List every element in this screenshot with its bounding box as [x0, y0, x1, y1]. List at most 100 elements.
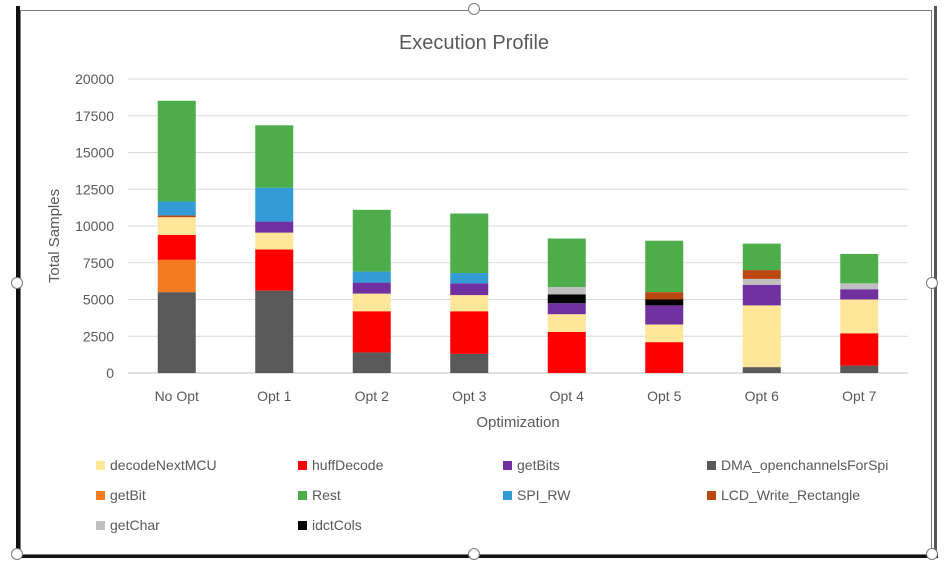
resize-handle-right[interactable] — [926, 277, 938, 289]
x-tick-label: Opt 2 — [355, 388, 389, 404]
x-tick-labels: No Opt Opt 1 Opt 2 Opt 3 Opt 4 Opt 5 Opt 6 Opt … — [155, 388, 877, 404]
legend-swatch — [96, 491, 105, 500]
chart-area[interactable]: Execution Profile 0 2500 5000 7500 10000 1250… — [20, 10, 932, 555]
gridlines — [128, 78, 908, 374]
legend-label: getBits — [517, 457, 560, 473]
bar-segment-dma-openchannelsforspi — [450, 353, 489, 373]
bar-segment-decodenextmcu — [352, 293, 391, 312]
bar-segment-spi-rw — [255, 187, 294, 222]
bar-segment-getbits — [645, 305, 684, 325]
y-tick-label: 7500 — [83, 255, 114, 271]
resize-handle-bottom-right[interactable] — [926, 548, 938, 560]
bar-segment-lcd-write-rectangle — [157, 215, 196, 218]
bar-segment-decodenextmcu — [255, 232, 294, 250]
bar-segment-idctcols — [547, 294, 586, 304]
bars — [157, 100, 879, 373]
bar-segment-huffdecode — [352, 311, 391, 353]
resize-handle-top[interactable] — [468, 3, 480, 15]
bar-segment-huffdecode — [547, 331, 586, 373]
bar-segment-lcd-write-rectangle — [742, 270, 781, 279]
legend-label: getChar — [110, 517, 160, 533]
bar-segment-dma-openchannelsforspi — [157, 292, 196, 373]
legend-label: idctCols — [312, 517, 362, 533]
bar-segment-getbits — [450, 283, 489, 296]
y-tick-label: 10000 — [75, 218, 114, 234]
y-tick-label: 5000 — [83, 292, 114, 308]
legend-label: Rest — [312, 487, 341, 503]
bar-segment-getbit — [157, 259, 196, 293]
bar-segment-getchar — [547, 287, 586, 295]
bar-segment-huffdecode — [645, 342, 684, 373]
bar-segment-decodenextmcu — [645, 324, 684, 343]
y-tick-label: 0 — [106, 365, 114, 381]
legend-swatch — [707, 461, 716, 470]
x-tick-label: Opt 5 — [647, 388, 681, 404]
bar-segment-dma-openchannelsforspi — [352, 352, 391, 373]
bar-segment-lcd-write-rectangle — [645, 292, 684, 300]
y-tick-label: 20000 — [75, 71, 114, 87]
bar-segment-spi-rw — [352, 271, 391, 283]
bar-segment-decodenextmcu — [157, 217, 196, 235]
x-tick-label: Opt 6 — [745, 388, 779, 404]
bar-segment-spi-rw — [157, 201, 196, 216]
y-tick-labels: 0 2500 5000 7500 10000 12500 15000 17500 20000 — [75, 71, 114, 381]
bar-segment-getbits — [547, 303, 586, 315]
x-tick-label: Opt 1 — [257, 388, 291, 404]
legend-swatch — [707, 491, 716, 500]
bar-segment-getbits — [742, 284, 781, 306]
x-tick-label: Opt 4 — [550, 388, 584, 404]
y-tick-label: 12500 — [75, 181, 114, 197]
bar-segment-dma-openchannelsforspi — [840, 365, 879, 373]
chart-svg: Execution Profile 0 2500 5000 7500 10000 1250… — [46, 32, 908, 533]
bar-segment-rest — [352, 209, 391, 272]
bar-segment-rest — [742, 243, 781, 271]
bar-segment-decodenextmcu — [742, 305, 781, 368]
resize-handle-bottom[interactable] — [468, 548, 480, 560]
legend-label: LCD_Write_Rectangle — [721, 487, 860, 503]
legend-swatch — [298, 521, 307, 530]
bar-segment-rest — [840, 253, 879, 284]
bar-segment-decodenextmcu — [450, 295, 489, 312]
legend-swatch — [298, 461, 307, 470]
bar-segment-getchar — [840, 283, 879, 290]
bar-segment-getbits — [840, 289, 879, 300]
legend-swatch — [96, 521, 105, 530]
bar-segment-getbits — [352, 282, 391, 294]
bar-segment-idctcols — [645, 299, 684, 306]
x-tick-label: Opt 7 — [842, 388, 876, 404]
bar-segment-huffdecode — [157, 234, 196, 260]
legend-label: getBit — [110, 487, 146, 503]
bar-segment-decodenextmcu — [840, 299, 879, 334]
bar-segment-rest — [645, 240, 684, 293]
bar-segment-rest — [450, 213, 489, 274]
bar-segment-spi-rw — [450, 273, 489, 284]
legend-swatch — [503, 491, 512, 500]
bar-segment-rest — [157, 100, 196, 202]
legend: decodeNextMCU huffDecode getBits DMA_opench… — [96, 457, 888, 533]
legend-label: decodeNextMCU — [110, 457, 217, 473]
bar-segment-huffdecode — [840, 333, 879, 366]
legend-label: SPI_RW — [517, 487, 571, 503]
resize-handle-bottom-left[interactable] — [11, 548, 23, 560]
y-tick-label: 15000 — [75, 145, 114, 161]
x-tick-label: Opt 3 — [452, 388, 486, 404]
y-tick-label: 2500 — [83, 328, 114, 344]
legend-label: huffDecode — [312, 457, 384, 473]
bar-segment-huffdecode — [255, 249, 294, 291]
legend-label: DMA_openchannelsForSpi — [721, 457, 888, 473]
bar-segment-huffdecode — [450, 311, 489, 354]
bar-segment-dma-openchannelsforspi — [255, 290, 294, 373]
bar-segment-dma-openchannelsforspi — [742, 367, 781, 373]
bar-segment-getbits — [255, 221, 294, 233]
legend-swatch — [503, 461, 512, 470]
resize-handle-left[interactable] — [11, 277, 23, 289]
x-axis-title: Optimization — [476, 414, 559, 431]
chart-title: Execution Profile — [399, 32, 549, 54]
bar-segment-decodenextmcu — [547, 314, 586, 332]
legend-swatch — [298, 491, 307, 500]
bar-segment-getchar — [742, 278, 781, 285]
bar-segment-rest — [255, 125, 294, 188]
y-axis-title: Total Samples — [46, 189, 63, 283]
bar-segment-rest — [547, 238, 586, 288]
y-tick-label: 17500 — [75, 108, 114, 124]
